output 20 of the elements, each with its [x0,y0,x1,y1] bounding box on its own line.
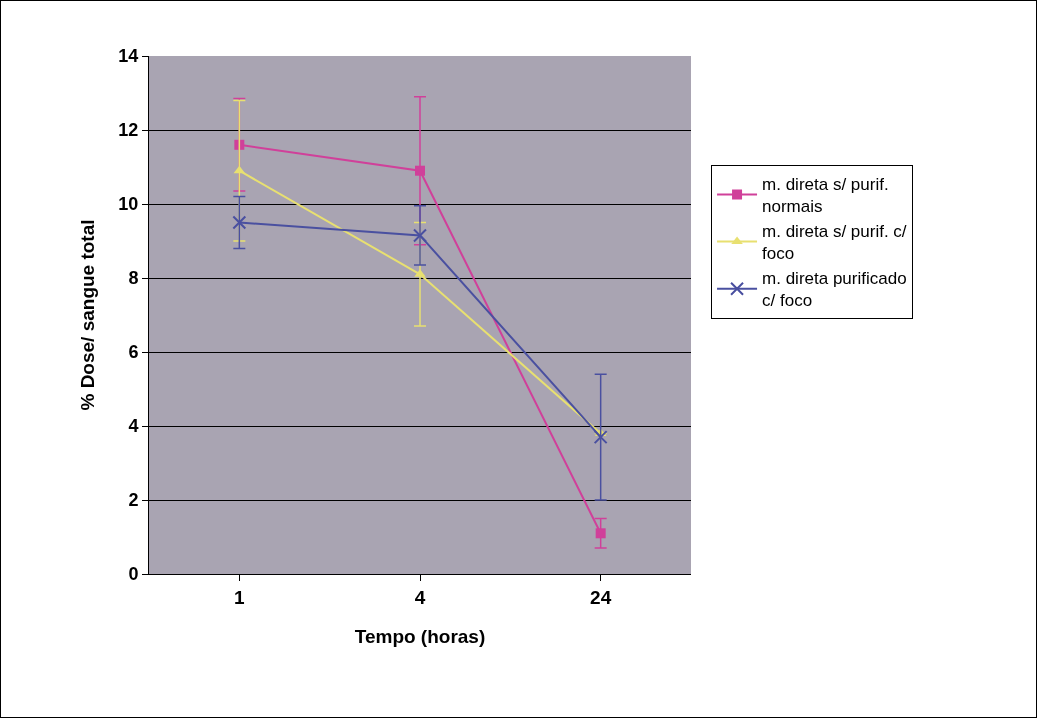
x-tick-label: 24 [590,586,612,608]
point [415,165,425,176]
point [232,215,247,230]
x-axis-title: Tempo (horas) [354,625,486,647]
x-tick-label: 4 [414,586,426,608]
y-tick-label: 10 [118,194,139,215]
y-tick-label: 12 [118,120,139,141]
y-tick-label: 2 [128,490,139,511]
y-axis-title: % Dose/ sangue total [77,219,99,411]
point [234,139,245,150]
legend-label: m. direta purificado c/ foco [762,269,907,311]
y-tick-label: 4 [128,416,139,437]
point [413,228,427,243]
x-tick-label: 1 [234,586,246,608]
y-tick-label: 8 [128,268,139,289]
point [595,528,606,539]
y-tick-label: 14 [118,46,139,67]
y-tick-label: 0 [128,564,139,585]
point [593,430,608,445]
y-tick-label: 6 [128,342,139,363]
